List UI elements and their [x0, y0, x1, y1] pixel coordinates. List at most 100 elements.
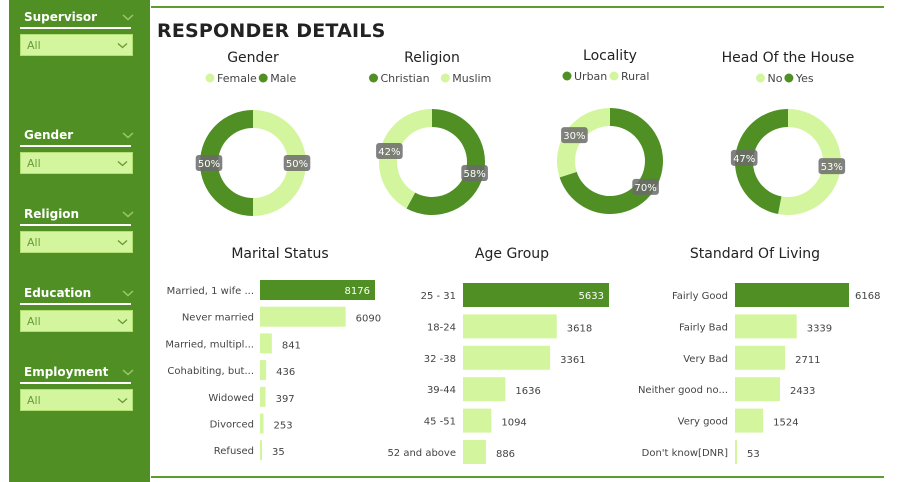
bar: [463, 440, 486, 464]
legend-label: Male: [270, 72, 296, 85]
legend-label: Muslim: [452, 72, 491, 85]
legend-label: Urban: [574, 70, 607, 83]
bar: [260, 360, 267, 381]
category-label: 39-44: [427, 385, 456, 396]
category-label: Refused: [214, 446, 254, 457]
data-label: 1636: [515, 386, 540, 397]
chevron-down-icon: [117, 239, 128, 246]
gender-dropdown[interactable]: All: [20, 152, 133, 174]
slicer-underline: [20, 382, 131, 384]
data-label-bg: [632, 178, 659, 195]
bar: [260, 440, 262, 461]
legend-swatch: [440, 73, 450, 83]
supervisor-dropdown[interactable]: All: [20, 34, 133, 56]
slicer-label-supervisor: Supervisor: [24, 10, 98, 24]
chevron-down-icon[interactable]: [121, 286, 135, 300]
slicer-label-gender: Gender: [24, 128, 74, 142]
donut-slice: [406, 109, 485, 215]
donut-slice: [379, 109, 432, 209]
donut-slice: [778, 109, 842, 216]
chart-title: Locality: [583, 48, 637, 64]
slicer-underline: [20, 303, 131, 305]
employment-dropdown[interactable]: All: [20, 389, 133, 411]
legend-swatch: [784, 73, 794, 83]
data-label: 58%: [464, 169, 486, 180]
data-label: 436: [276, 367, 295, 378]
data-label: 30%: [563, 131, 585, 142]
category-label: Widowed: [208, 393, 254, 404]
data-label-bg: [730, 149, 758, 166]
bar: [260, 413, 264, 434]
category-label: Never married: [182, 313, 254, 324]
data-label: 841: [282, 340, 301, 351]
chevron-down-icon: [117, 397, 128, 404]
category-label: Cohabiting, but...: [167, 366, 254, 377]
religion-dropdown[interactable]: All: [20, 231, 133, 253]
data-label: 70%: [634, 183, 656, 194]
category-label: Divorced: [210, 420, 254, 431]
chart-title: Head Of the House: [722, 50, 855, 66]
dropdown-value: All: [27, 236, 41, 249]
chevron-down-icon[interactable]: [121, 207, 135, 221]
bar: [463, 314, 557, 339]
bar: [260, 306, 346, 327]
chevron-down-icon: [117, 318, 128, 325]
donut-slice: [735, 109, 788, 215]
category-label: 32 -38: [424, 354, 456, 365]
chevron-down-icon[interactable]: [121, 10, 135, 24]
chevron-down-icon[interactable]: [121, 365, 135, 379]
bar: [260, 386, 266, 407]
category-label: Fairly Bad: [679, 322, 728, 333]
dropdown-value: All: [27, 157, 41, 170]
category-label: Neither good no...: [638, 385, 728, 396]
bar: [735, 440, 737, 464]
category-label: Very Bad: [683, 354, 728, 365]
chevron-down-icon[interactable]: [121, 128, 135, 142]
chart-title: Gender: [227, 50, 279, 66]
category-label: Don't know[DNR]: [642, 448, 728, 459]
chart-title: Standard Of Living: [690, 246, 820, 262]
legend-swatch: [609, 71, 619, 81]
category-label: Very good: [678, 417, 728, 428]
data-label: 3618: [567, 323, 592, 334]
data-label: 53%: [821, 162, 843, 173]
data-label: 6168: [855, 291, 880, 302]
legend-swatch: [258, 73, 268, 83]
bar: [735, 377, 780, 402]
donut-slice: [200, 110, 253, 216]
filter-sidebar: Supervisor All Gender All Religion All E…: [9, 0, 150, 482]
dropdown-value: All: [27, 39, 41, 52]
data-label: 3339: [807, 323, 832, 334]
category-label: Married, 1 wife ...: [167, 286, 254, 297]
data-label: 53: [747, 449, 760, 460]
data-label: 253: [274, 421, 293, 432]
bar: [735, 345, 786, 370]
bar: [463, 377, 506, 402]
donut-slice: [253, 110, 306, 216]
chart-title: Age Group: [475, 246, 549, 262]
data-label-bg: [376, 143, 403, 160]
donut-slice: [557, 108, 610, 178]
data-label-bg: [461, 164, 488, 181]
legend-swatch: [562, 71, 572, 81]
legend-label: Yes: [795, 72, 814, 85]
legend-label: Female: [217, 72, 257, 85]
data-label: 1524: [773, 418, 798, 429]
bar: [260, 280, 375, 300]
bar: [735, 314, 797, 339]
frame-bottom-line: [151, 476, 884, 478]
legend-label: No: [768, 72, 783, 85]
data-label-bg: [195, 155, 223, 171]
category-label: Married, multipl...: [165, 339, 254, 350]
chevron-down-icon: [117, 42, 128, 49]
data-label: 50%: [198, 159, 220, 170]
bar: [463, 408, 492, 433]
education-dropdown[interactable]: All: [20, 310, 133, 332]
data-label: 2711: [795, 355, 820, 366]
data-label: 35: [272, 447, 285, 458]
bar: [463, 345, 551, 370]
bar: [735, 283, 849, 307]
slicer-label-employment: Employment: [24, 365, 109, 379]
data-label: 5633: [579, 291, 604, 302]
slicer-underline: [20, 224, 131, 226]
